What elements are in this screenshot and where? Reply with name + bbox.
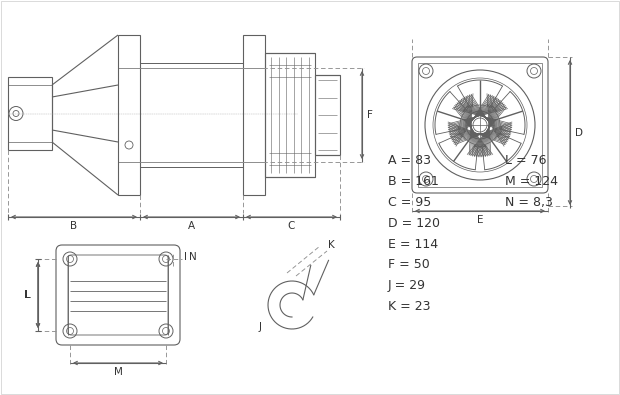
Text: I: I: [184, 252, 187, 262]
Bar: [315, 75, 340, 155]
Text: L = 76: L = 76: [505, 154, 546, 167]
Text: M = 124: M = 124: [505, 175, 558, 188]
Text: A = 83: A = 83: [388, 154, 431, 167]
Text: E = 114: E = 114: [388, 237, 438, 250]
Text: D: D: [575, 128, 583, 137]
Text: C: C: [288, 221, 295, 231]
Bar: [8, 77, 52, 150]
Text: L: L: [24, 290, 30, 300]
Text: J: J: [259, 322, 262, 332]
Text: J = 29: J = 29: [388, 280, 426, 293]
Text: K = 23: K = 23: [388, 301, 430, 314]
Text: B: B: [71, 221, 78, 231]
Text: M: M: [113, 367, 122, 377]
Bar: [243, 35, 265, 195]
Bar: [418, 63, 542, 187]
Text: N: N: [189, 252, 197, 262]
Text: B = 161: B = 161: [388, 175, 439, 188]
Text: F = 50: F = 50: [388, 258, 430, 271]
Bar: [265, 53, 315, 177]
Text: F: F: [367, 110, 373, 120]
Text: L: L: [25, 290, 31, 300]
Text: A: A: [188, 221, 195, 231]
Text: D = 120: D = 120: [388, 216, 440, 229]
Text: C = 95: C = 95: [388, 196, 432, 209]
Text: E: E: [477, 215, 483, 225]
Bar: [140, 63, 243, 167]
Bar: [118, 35, 140, 195]
Text: N = 8,3: N = 8,3: [505, 196, 553, 209]
Text: K: K: [328, 240, 335, 250]
